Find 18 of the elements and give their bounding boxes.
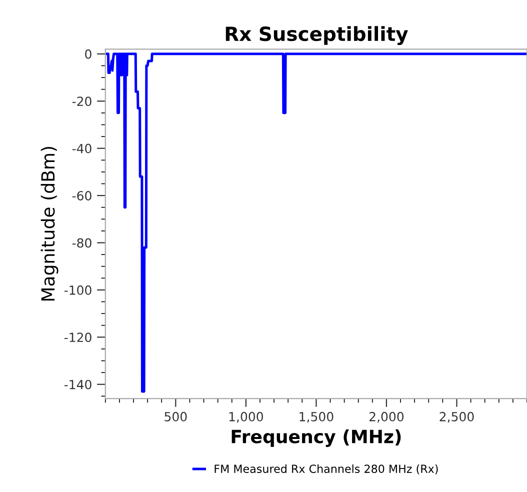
line-series [105,52,527,393]
y-tick-label: -80 [72,238,92,248]
y-tick-label: 0 [85,49,92,59]
y-tick-label: -140 [64,380,92,390]
x-tick-label: 1,000 [229,412,263,423]
y-axis-title: Magnitude (dBm) [40,146,58,301]
y-tick-label: -120 [64,332,92,342]
y-tick-label: -40 [72,144,92,154]
x-tick-label: 2,500 [440,412,474,423]
legend-label: FM Measured Rx Channels 280 MHz (Rx) [214,464,438,474]
y-tick-label: -100 [64,285,92,295]
x-axis-title: Frequency (MHz) [232,429,401,447]
x-tick-label: 1,500 [300,412,334,423]
chart-title: Rx Susceptibility [226,26,408,46]
x-tick-label: 500 [164,412,187,422]
x-tick-label: 2,000 [369,412,404,423]
y-tick-label: -20 [72,96,92,106]
y-tick-label: -60 [72,191,92,200]
